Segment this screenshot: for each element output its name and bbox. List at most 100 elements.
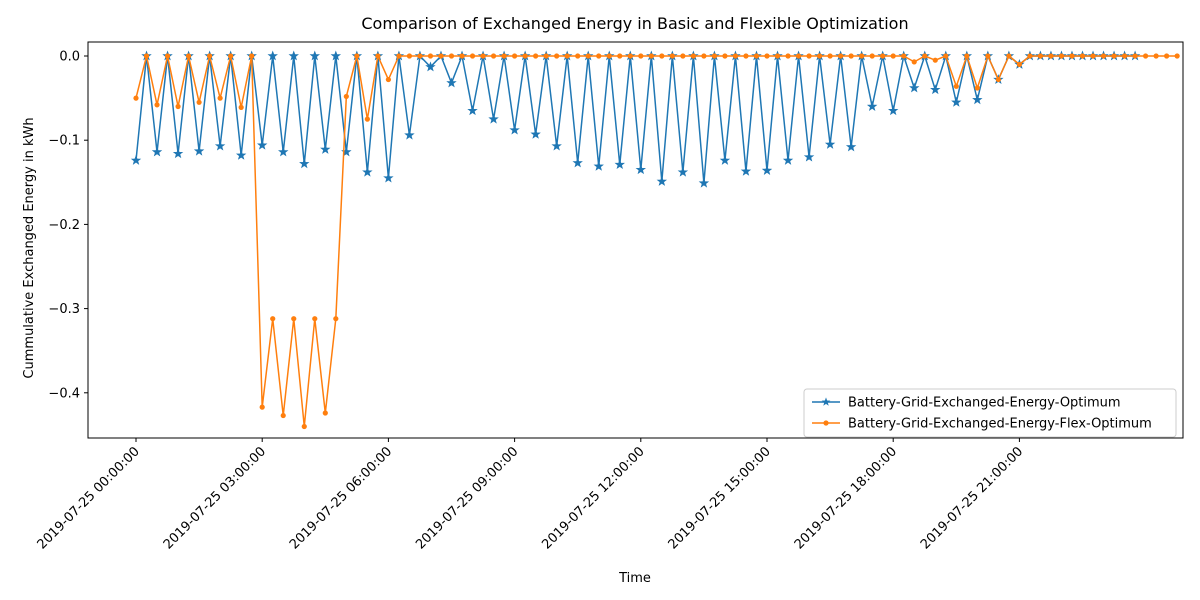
series-2-point (690, 53, 696, 59)
x-tick-label: 2019-07-25 12:00:00 (539, 444, 647, 552)
series-1-point (824, 138, 836, 149)
series-2-point (911, 59, 917, 65)
x-tick-label: 2019-07-25 18:00:00 (792, 444, 900, 552)
series-2-point (207, 53, 213, 59)
series-2-point (617, 53, 623, 59)
series-2-point (322, 410, 328, 416)
series-2-point (638, 53, 644, 59)
series-1-point (761, 165, 773, 175)
series-2-point (301, 423, 307, 430)
series-1-point (320, 143, 331, 154)
series-2-point (1111, 53, 1117, 59)
legend: Battery-Grid-Exchanged-Energy-Optimum Bat… (803, 388, 1177, 438)
series-1-point (151, 146, 163, 157)
series-2-point (259, 404, 265, 410)
chart-title: Comparison of Exchanged Energy in Basic … (361, 14, 908, 33)
series-2-point (596, 53, 602, 59)
series-2-point (1016, 61, 1023, 68)
y-axis: 0.0 −0.1 −0.2 −0.3 −0.4 (48, 50, 88, 401)
series-2-point (448, 53, 455, 59)
series-2-point (1143, 53, 1149, 59)
series-1-point (509, 124, 520, 135)
series-2-point (196, 99, 202, 105)
series-2-point (880, 53, 886, 59)
series-2-point (680, 53, 686, 59)
series-2-point (964, 53, 970, 59)
series-1-point (299, 158, 310, 169)
series-2-point (164, 53, 171, 59)
series-2-point (343, 93, 349, 100)
series-2-point (564, 53, 570, 59)
series-2-point (585, 53, 591, 59)
series-2-point (438, 53, 444, 59)
series-1-point (130, 154, 142, 165)
plot-frame (87, 41, 1184, 439)
series-2-point (943, 53, 949, 59)
plot-area (87, 41, 1184, 439)
series-2-point (1090, 53, 1096, 59)
series-2-point (869, 53, 875, 59)
series-2-point (364, 116, 370, 122)
series-1-point (330, 50, 342, 61)
series-2-point (270, 316, 276, 322)
series-2-point (659, 53, 665, 59)
series-2-point (1121, 53, 1128, 59)
series-2-point (648, 53, 654, 59)
series-1-point (551, 140, 562, 151)
series-2-point (974, 85, 980, 91)
series-2-point (922, 53, 928, 59)
series-1-point (257, 139, 268, 150)
series-2-point (901, 53, 907, 59)
series-2-point (1027, 53, 1033, 59)
x-axis: 2019-07-25 00:00:00 2019-07-25 03:00:00 20… (35, 438, 1026, 552)
series-1-point (235, 149, 247, 160)
y-tick-label: −0.4 (48, 386, 80, 401)
series-2-point (701, 53, 707, 59)
series-2-point (133, 95, 139, 101)
x-tick-label: 2019-07-25 21:00:00 (918, 444, 1026, 552)
series-2-point (743, 53, 749, 59)
series-2-point (375, 53, 381, 59)
series-2-point (827, 53, 833, 59)
series-1-point (362, 166, 373, 177)
series-2-point (154, 102, 160, 108)
series-1-point (572, 157, 583, 168)
series-2-point (1006, 53, 1012, 59)
series-2-point (722, 53, 728, 59)
series-2-point (1058, 53, 1065, 59)
series-1-point (267, 50, 278, 61)
series-2-point (764, 53, 770, 59)
series-1-point (930, 84, 941, 95)
series-2-point (185, 53, 192, 59)
series-2-point (175, 103, 181, 110)
series-1-point (404, 129, 415, 140)
series-2-point (417, 53, 423, 59)
series-2-point (890, 53, 896, 59)
series-1-point (193, 145, 205, 156)
series-1-point (309, 50, 320, 61)
series-2-point (522, 53, 528, 59)
series-1-point (972, 94, 983, 105)
series-1-point (698, 177, 710, 188)
x-tick-label: 2019-07-25 09:00:00 (413, 444, 521, 552)
series-2-point (249, 53, 255, 59)
series-2-point (427, 53, 434, 59)
series-2-point (669, 53, 675, 59)
series-1-point (635, 164, 646, 175)
series-2-point (1132, 53, 1138, 59)
series-2-point (1153, 53, 1159, 59)
series-2-point (785, 53, 791, 59)
series-2-point (554, 53, 560, 59)
series-2-point (480, 53, 486, 59)
series-2-point (1164, 53, 1170, 59)
series-1-point (803, 151, 815, 162)
series-2-point (228, 53, 234, 59)
series-1-point (425, 61, 436, 72)
legend-label-1: Battery-Grid-Exchanged-Energy-Optimum (848, 396, 1121, 411)
series-1-point (593, 160, 604, 171)
series-1-point (288, 50, 299, 61)
series-1-point (488, 113, 499, 124)
series-2-point (859, 53, 865, 59)
series-2-point (469, 53, 476, 59)
